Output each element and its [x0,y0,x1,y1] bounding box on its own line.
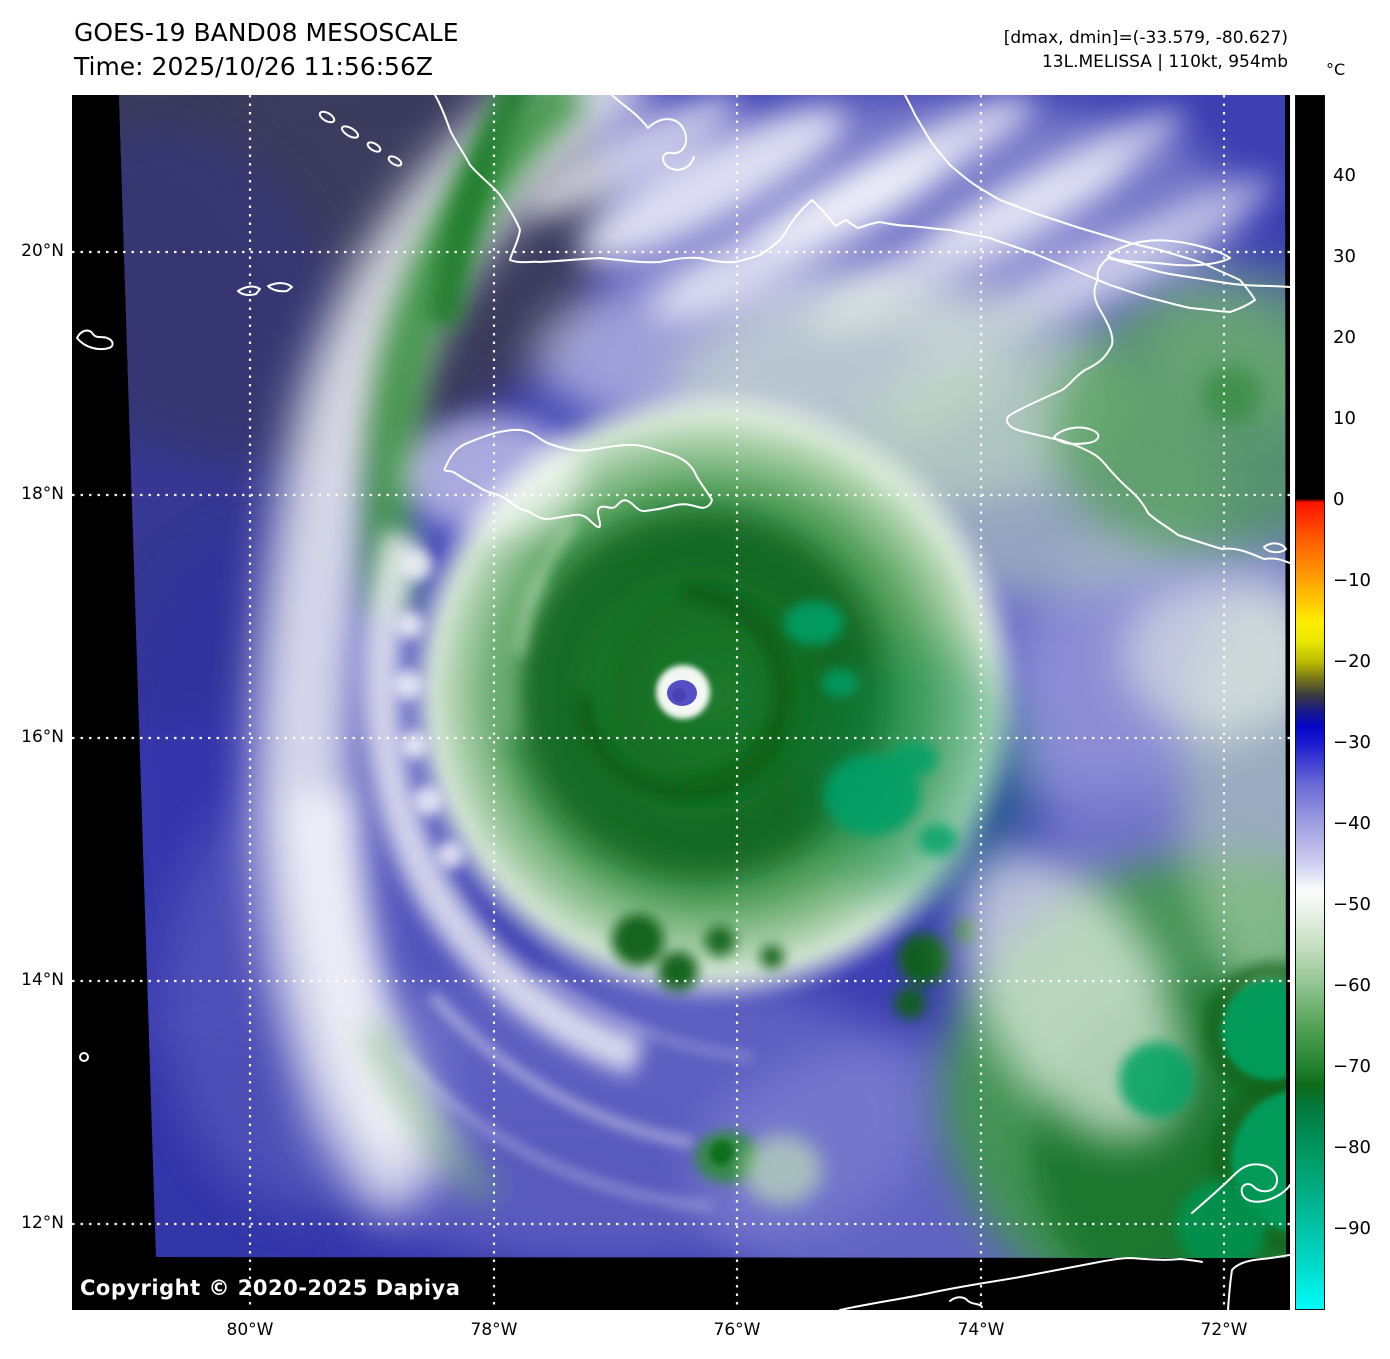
cbar-tick-n60: −60 [1333,975,1371,996]
cbar-tick-40: 40 [1333,165,1356,186]
title-block: GOES-19 BAND08 MESOSCALE Time: 2025/10/2… [74,16,459,84]
annotation-block: [dmax, dmin]=(-33.579, -80.627) 13L.MELI… [1004,26,1288,74]
coastline-gonave [1053,426,1100,445]
cbar-tick-n10: −10 [1333,570,1371,591]
cbar-tick-n30: −30 [1333,732,1371,753]
coastline-tortuga [1107,239,1231,267]
lat-tick-18n: 18°N [21,484,64,504]
satellite-imagery [72,95,1290,1310]
coastline-colombia-east [1227,1254,1290,1310]
gridlines-group [72,95,1290,1310]
page-title: GOES-19 BAND08 MESOSCALE [74,18,459,47]
lon-tick-76w: 76°W [713,1320,761,1340]
lat-tick-16n: 16°N [21,727,64,747]
cbar-tick-n40: −40 [1333,813,1371,834]
cbar-tick-n20: −20 [1333,651,1371,672]
cbar-tick-n50: −50 [1333,894,1371,915]
colorbar-gradient [1295,95,1325,1310]
cbar-tick-30: 30 [1333,246,1356,267]
coastline-jamaica [443,428,713,529]
coastline-cays [318,110,403,167]
lat-tick-20n: 20°N [21,241,64,261]
cbar-tick-10: 10 [1333,408,1356,429]
lat-tick-12n: 12°N [21,1213,64,1233]
copyright-watermark: Copyright © 2020-2025 Dapiya [80,1276,461,1300]
lon-tick-74w: 74°W [957,1320,1005,1340]
coastlines-group [76,95,1290,1310]
storm-info-annotation: 13L.MELISSA | 110kt, 954mb [1041,52,1288,72]
coastline-grand-cayman [76,329,114,351]
coastline-cayman-brac [267,282,293,293]
colorbar-unit-label: °C [1326,60,1346,79]
coastline-cuba [434,95,1256,313]
hurricane-eye [656,665,710,719]
coastline-cuba-bay [611,95,695,171]
coastline-hispaniola [1005,257,1290,564]
lon-tick-72w: 72°W [1200,1320,1248,1340]
lon-tick-78w: 78°W [470,1320,518,1340]
cbar-tick-20: 20 [1333,327,1356,348]
coastline-islet-sw [79,1052,89,1062]
lon-tick-80w: 80°W [226,1320,274,1340]
coastline-islets-south [949,1296,983,1308]
cbar-tick-0: 0 [1333,489,1345,510]
dmax-dmin-annotation: [dmax, dmin]=(-33.579, -80.627) [1003,28,1288,48]
coastline-little-cayman [237,285,261,296]
timestamp: Time: 2025/10/26 11:56:56Z [74,52,433,81]
coastline-colombia-west [839,1257,1203,1310]
satellite-map-panel: Copyright © 2020-2025 Dapiya [72,95,1290,1310]
coastline-guajira [1191,1163,1290,1214]
cbar-tick-n80: −80 [1333,1137,1371,1158]
coastline-islet-se [1263,542,1287,554]
satellite-data-region [119,95,1286,1258]
cbar-tick-n90: −90 [1333,1218,1371,1239]
cbar-tick-n70: −70 [1333,1056,1371,1077]
lat-tick-14n: 14°N [21,970,64,990]
